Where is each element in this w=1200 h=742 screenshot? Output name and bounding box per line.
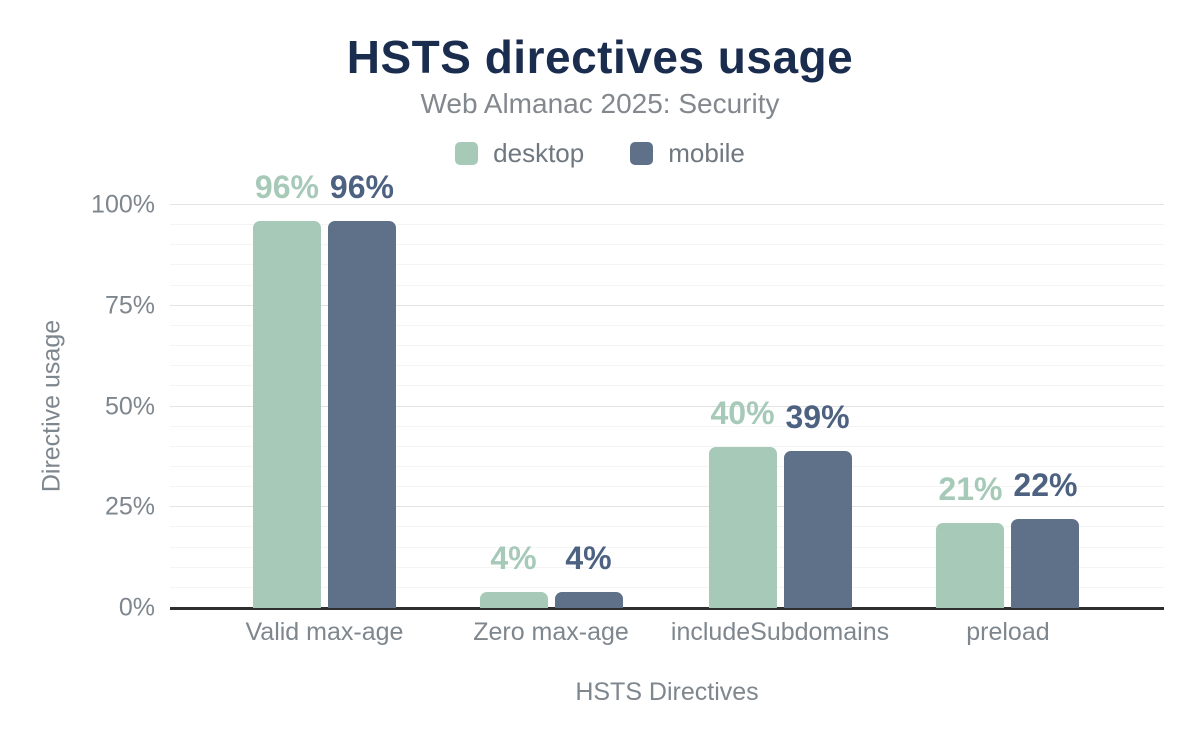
category-band-4: 21% 22% <box>898 205 1118 608</box>
minor-gridline <box>170 385 1164 387</box>
bar-value-label-mobile-1: 96% <box>329 169 394 206</box>
legend-item-mobile[interactable]: mobile <box>630 138 745 169</box>
minor-gridline <box>170 465 1164 467</box>
bar-mobile-4: 22% <box>1011 469 1080 608</box>
x-axis-line <box>170 607 1164 610</box>
minor-gridline <box>170 586 1164 588</box>
mobile-swatch-icon <box>630 142 654 165</box>
category-band-1: 96% 96% <box>214 171 434 608</box>
y-tick-label: 100% <box>91 190 155 219</box>
bar-value-label-mobile-4: 22% <box>1013 467 1078 504</box>
minor-gridline <box>170 324 1164 326</box>
major-gridline <box>170 405 1164 407</box>
chart-subtitle: Web Almanac 2025: Security <box>420 88 780 119</box>
bar-desktop-1: 96% <box>252 171 321 608</box>
bar-value-label-desktop-2: 4% <box>490 539 537 576</box>
minor-gridline <box>170 486 1164 488</box>
x-tick-label-2: Zero max-age <box>473 618 629 646</box>
minor-gridline <box>170 224 1164 226</box>
chart-title: HSTS directives usage <box>346 31 854 83</box>
minor-gridline <box>170 345 1164 347</box>
x-tick-label-4: preload <box>966 618 1050 646</box>
category-band-3: 40% 39% <box>670 205 890 608</box>
x-axis-ticks: Valid max-age Zero max-age includeSubdomai… <box>170 620 1164 650</box>
minor-gridline <box>170 445 1164 447</box>
minor-gridline <box>170 546 1164 548</box>
y-tick-label: 0% <box>118 593 155 622</box>
minor-gridline <box>170 566 1164 568</box>
bar-value-label-desktop-3: 40% <box>710 394 775 431</box>
bar-desktop-2: 4% <box>479 542 548 608</box>
major-gridline <box>170 204 1164 205</box>
minor-gridline <box>170 284 1164 286</box>
bar-mobile-1: 96% <box>327 171 396 608</box>
bar-value-label-mobile-3: 39% <box>785 398 850 435</box>
y-axis-ticks: 0% 25% 50% 75% 100% <box>0 192 155 620</box>
bar-desktop-4: 21% <box>936 473 1005 608</box>
bar-mobile-3: 39% <box>783 401 852 608</box>
minor-gridline <box>170 264 1164 266</box>
minor-gridline <box>170 244 1164 246</box>
minor-gridline <box>170 526 1164 528</box>
x-tick-label-1: Valid max-age <box>245 618 404 646</box>
bar-value-label-mobile-2: 4% <box>565 539 612 576</box>
legend-item-desktop[interactable]: desktop <box>455 138 584 169</box>
plot-area: 96% 96% 4% 4% 40% 39% 21% 22% <box>170 171 1164 610</box>
bar-value-label-desktop-4: 21% <box>938 471 1003 508</box>
x-axis-title: HSTS Directives <box>575 678 759 706</box>
bar-value-label-desktop-1: 96% <box>254 169 319 206</box>
major-gridline <box>170 506 1164 508</box>
desktop-swatch-icon <box>455 142 479 165</box>
minor-gridline <box>170 365 1164 367</box>
bar-desktop-3: 40% <box>708 397 777 608</box>
x-tick-label-3: includeSubdomains <box>670 618 890 646</box>
y-tick-label: 75% <box>104 291 155 320</box>
minor-gridline <box>170 425 1164 427</box>
y-tick-label: 25% <box>104 492 155 521</box>
y-tick-label: 50% <box>104 392 155 420</box>
category-band-2: 4% 4% <box>441 205 661 608</box>
legend-label-mobile: mobile <box>668 138 745 168</box>
legend-label-desktop: desktop <box>493 138 585 168</box>
major-gridline <box>170 304 1164 306</box>
bar-mobile-2: 4% <box>554 542 623 608</box>
legend: desktop mobile <box>0 138 1200 169</box>
